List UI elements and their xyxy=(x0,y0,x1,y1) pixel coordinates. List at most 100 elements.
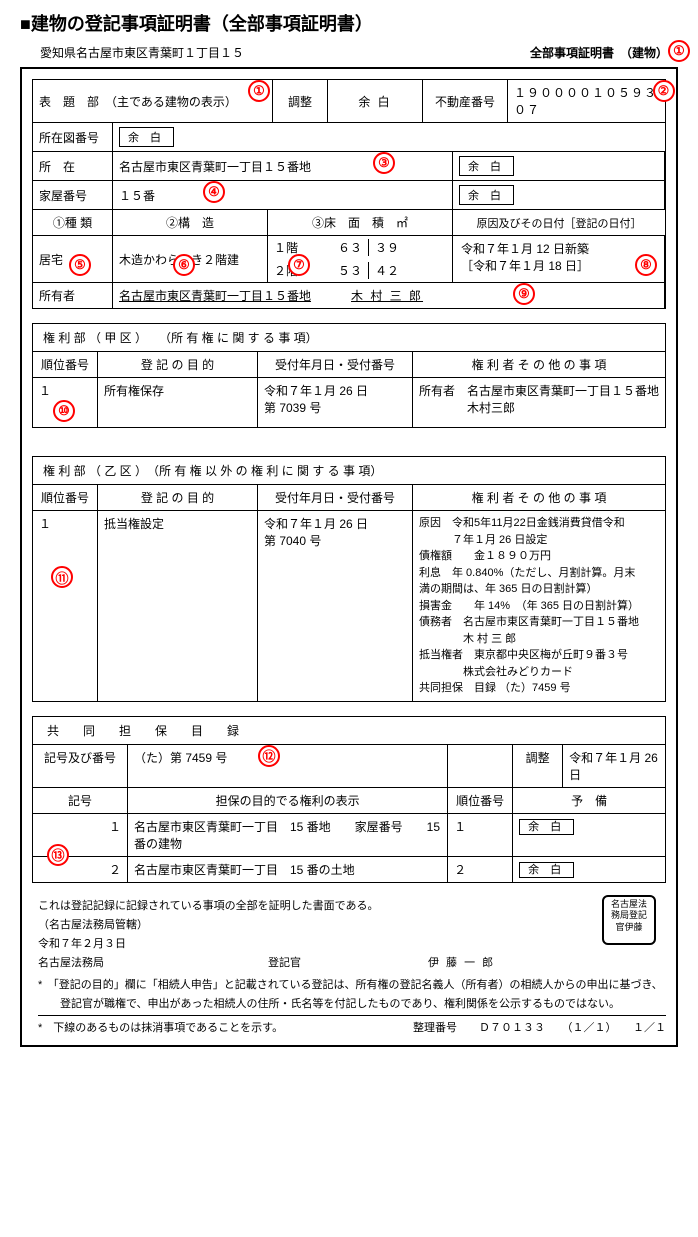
shozai-label: 所 在 xyxy=(33,152,113,180)
otsu-h4: 権 利 者 そ の 他 の 事 項 xyxy=(413,485,666,511)
footer-serial: 整理番号 Ｄ７０１３３ （１／１） １／１ xyxy=(413,1019,666,1035)
star-1b: 登記官が職権で、申出があった相続人の住所・氏名等を付記したものであり、権利関係を… xyxy=(38,995,666,1011)
marker-4: ④ xyxy=(203,181,225,203)
blank-3: 余 白 xyxy=(459,156,514,176)
marker-12: ⑫ xyxy=(258,745,280,767)
floor2-a: ５３ xyxy=(324,262,369,279)
star-1: * 「登記の目的」欄に「相続人申告」と記載されている登記は、所有権の登記名義人（… xyxy=(38,976,666,992)
otsu-h3: 受付年月日・受付番号 xyxy=(258,485,413,511)
col-shurui: ①種 類 xyxy=(33,210,113,235)
marker-6: ⑥ xyxy=(173,254,195,276)
top-address: 愛知県名古屋市東区青葉町１丁目１５ xyxy=(40,44,244,61)
star-2: * 下線のあるものは抹消事項であることを示す。 xyxy=(38,1019,283,1035)
marker-13: ⑬ xyxy=(47,844,69,866)
otsu-l5b: 木 村 三 郎 xyxy=(419,631,659,648)
kou-h1: 順位番号 xyxy=(33,352,98,378)
floor1-a: ６３ xyxy=(324,239,369,256)
kyodo-r1-no: １ xyxy=(109,820,121,834)
kaoku-label: 家屋番号 xyxy=(33,181,113,209)
kaoku-val: １５番 xyxy=(113,181,453,209)
otsu-l5: 債務者 名古屋市東区青葉町一丁目１５番地 xyxy=(419,614,659,631)
otsu-l6b: 株式会社みどりカード xyxy=(419,664,659,681)
hyodai-header: 表 題 部 （主である建物の表示） xyxy=(39,93,237,110)
col-menseki: ③床 面 積 ㎡ xyxy=(268,210,453,235)
stamp: 名古屋法 務局登記 官伊藤 xyxy=(602,895,656,945)
blank-1: 余 白 xyxy=(358,93,391,110)
kou-h2: 登 記 の 目 的 xyxy=(98,352,258,378)
owner-label: 所有者 xyxy=(33,283,113,308)
floor2-b: ４２ xyxy=(369,262,399,279)
kyodo-h3: 順位番号 xyxy=(448,787,513,813)
doc-type-label: 全部事項証明書 （建物） xyxy=(530,44,668,61)
note-4r: 伊 藤 一 郎 xyxy=(428,954,495,970)
kyodo-section: 共 同 担 保 目 録 記号及び番号 （た）第 7459 号 ⑫ 調整 令和７年… xyxy=(32,716,666,883)
kou-header: 権 利 部 （ 甲 区 ） （所 有 権 に 関 す る 事 項） xyxy=(33,324,666,352)
hyodai-section: 表 題 部 （主である建物の表示） ① 調整 余 白 不動産番号 １９００００１… xyxy=(32,79,666,309)
marker-5: ⑤ xyxy=(69,254,91,276)
blank-2: 余 白 xyxy=(119,127,174,147)
kyodo-r2-no: ２ xyxy=(33,856,128,882)
genin-1: 令和７年１月 12 日新築 xyxy=(461,240,656,257)
marker-1: ① xyxy=(668,40,690,62)
kyodo-header: 共 同 担 保 目 録 xyxy=(33,716,666,744)
otsu-l6: 抵当権者 東京都中央区梅が丘町９番３号 xyxy=(419,647,659,664)
genin-2: ［令和７年１月 18 日］ xyxy=(461,257,656,274)
marker-2: ② xyxy=(653,80,675,102)
kou-kenri: 所有者 名古屋市東区青葉町一丁目１５番地 木村三郎 xyxy=(413,378,666,428)
otsu-header: 権 利 部 （ 乙 区 ） （所 有 権 以 外 の 権 利 に 関 す る 事… xyxy=(33,457,666,485)
kyodo-blank-2: 余 白 xyxy=(519,862,574,878)
otsu-no: １ xyxy=(39,517,51,531)
marker-9: ⑨ xyxy=(513,283,535,305)
marker-10: ⑩ xyxy=(53,400,75,422)
page-title: ■建物の登記事項証明書（全部事項証明書） xyxy=(20,10,678,36)
otsu-section: 権 利 部 （ 乙 区 ） （所 有 権 以 外 の 権 利 に 関 す る 事… xyxy=(32,456,666,702)
kou-uke1: 令和７年１月 26 日 xyxy=(264,384,368,398)
chosei-label: 調整 xyxy=(273,80,328,122)
note-4c: 登記官 xyxy=(268,954,428,970)
fudosan-no: １９００００１０５９３０７ ② xyxy=(508,80,665,122)
marker-11: ⑪ xyxy=(51,566,73,588)
kyodo-r1-txt: 名古屋市東区青葉町一丁目 15 番地 家屋番号 15 番の建物 xyxy=(128,813,448,856)
note-1: これは登記記録に記録されている事項の全部を証明した書面である。 xyxy=(38,897,666,913)
otsu-l3: 利息 年 0.840%（ただし、月割計算。月末 xyxy=(419,565,659,582)
otsu-l2: 債権額 金１８９０万円 xyxy=(419,548,659,565)
otsu-l7: 共同担保 目録 （た）7459 号 xyxy=(419,680,659,697)
note-3: 令和７年２月３日 xyxy=(38,935,666,951)
kigo-val: （た）第 7459 号 xyxy=(134,751,227,765)
kou-uke2: 第 7039 号 xyxy=(264,401,321,415)
kyodo-chosei-label: 調整 xyxy=(513,744,563,787)
kou-section: 権 利 部 （ 甲 区 ） （所 有 権 に 関 す る 事 項） 順位番号 登… xyxy=(32,323,666,428)
kyodo-r1-jun: １ xyxy=(448,813,513,856)
kou-h4: 権 利 者 そ の 他 の 事 項 xyxy=(413,352,666,378)
kyodo-h4: 予 備 xyxy=(513,787,666,813)
col-kozo: ②構 造 xyxy=(113,210,268,235)
shozai-val: 名古屋市東区青葉町一丁目１５番地 xyxy=(113,152,453,180)
note-2: （名古屋法務局管轄） xyxy=(38,916,666,932)
owner-addr: 名古屋市東区青葉町一丁目１５番地 xyxy=(119,287,311,304)
kyodo-r2-txt: 名古屋市東区青葉町一丁目 15 番の土地 xyxy=(128,856,448,882)
owner-name: 木 村 三 郎 xyxy=(351,287,423,304)
otsu-l3b: 満の期間は、年 365 日の日割計算） xyxy=(419,581,659,598)
kou-no: １ xyxy=(39,384,51,398)
kyodo-h2: 担保の目的でる権利の表示 xyxy=(128,787,448,813)
kigo-label: 記号及び番号 xyxy=(33,744,128,787)
marker-1b: ① xyxy=(248,80,270,102)
otsu-l1: 原因 令和5年11月22日金銭消費貸借令和 xyxy=(419,515,659,532)
kyodo-chosei-val: 令和７年１月 26 日 xyxy=(563,744,666,787)
kou-mokuteki: 所有権保存 xyxy=(98,378,258,428)
floor1-b: ３９ xyxy=(369,239,399,256)
blank-4: 余 白 xyxy=(459,185,514,205)
otsu-uke2: 第 7040 号 xyxy=(264,534,321,548)
otsu-uke1: 令和７年１月 26 日 xyxy=(264,517,368,531)
marker-7: ⑦ xyxy=(288,254,310,276)
kyodo-h1: 記号 xyxy=(33,787,128,813)
marker-8: ⑧ xyxy=(635,254,657,276)
otsu-l4: 損害金 年 14% （年 365 日の日割計算） xyxy=(419,598,659,615)
marker-3: ③ xyxy=(373,152,395,174)
notes: これは登記記録に記録されている事項の全部を証明した書面である。 （名古屋法務局管… xyxy=(32,897,666,970)
note-4l: 名古屋法務局 xyxy=(38,954,268,970)
kyodo-blank-1: 余 白 xyxy=(519,819,574,835)
fudosan-label: 不動産番号 xyxy=(423,80,508,122)
otsu-h1: 順位番号 xyxy=(33,485,98,511)
shozaizuban-label: 所在図番号 xyxy=(33,123,113,151)
